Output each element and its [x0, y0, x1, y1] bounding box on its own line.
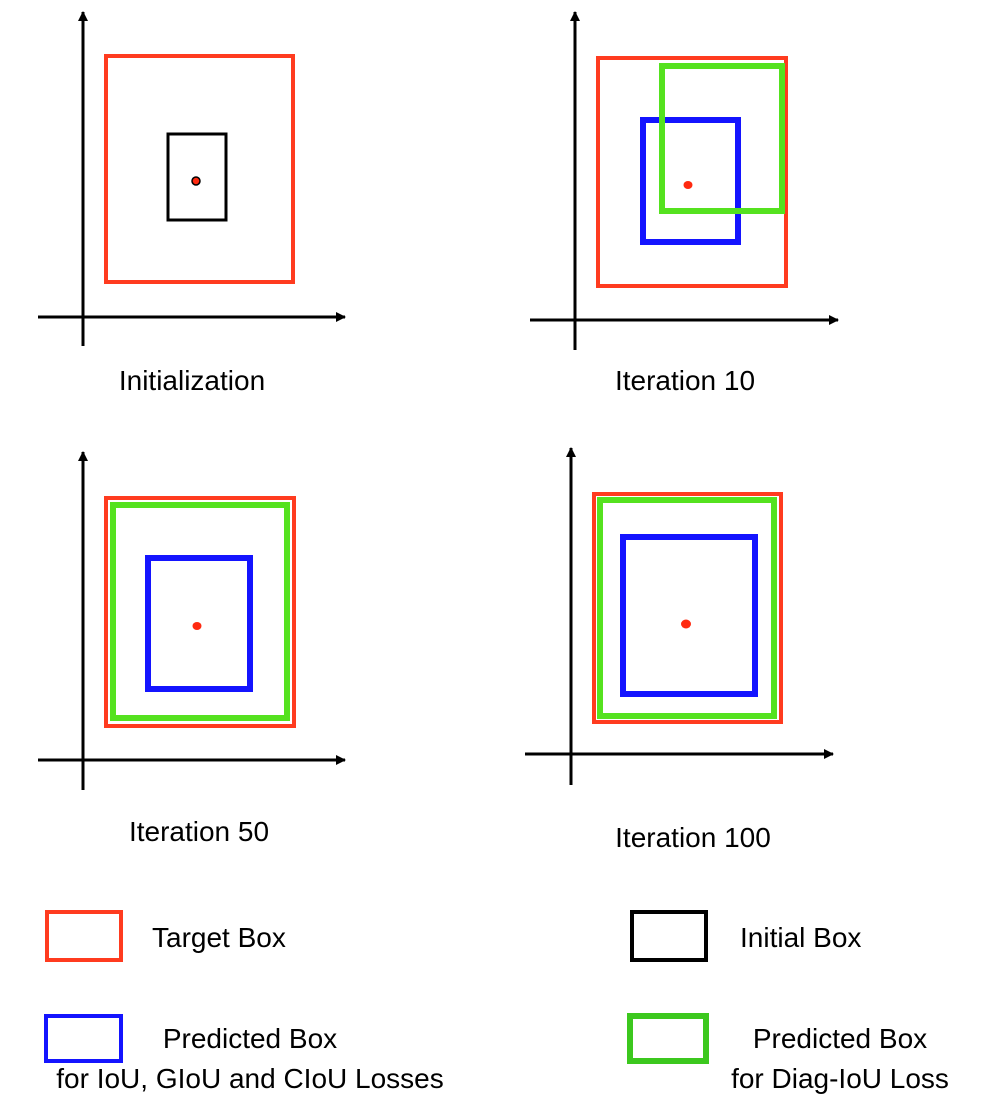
- legend-item-target-box: Target Box: [45, 910, 286, 962]
- target-box: [104, 496, 296, 728]
- legend-label-target: Target Box: [152, 922, 286, 953]
- panel-iteration-10: Iteration 10: [530, 11, 839, 396]
- panel-caption: Initialization: [119, 365, 265, 396]
- predicted-box-diag-iou: [110, 502, 290, 721]
- panel-initialization: Initialization: [38, 11, 346, 396]
- predicted-box-diag-iou: [597, 497, 777, 719]
- legend-swatch-target: [45, 910, 123, 962]
- center-dot: [683, 181, 693, 189]
- legend: Target Box Initial Box Predicted Box for…: [44, 910, 949, 1094]
- panel-iteration-50: Iteration 50: [38, 451, 346, 847]
- legend-item-initial-box: Initial Box: [630, 910, 861, 962]
- target-box: [104, 54, 295, 284]
- legend-item-predicted-diag-iou: Predicted Box for Diag-IoU Loss: [627, 1013, 949, 1094]
- legend-swatch-predicted-iou: [44, 1014, 123, 1063]
- target-box: [596, 56, 788, 288]
- legend-label-predicted-diag-line1: Predicted Box: [753, 1023, 927, 1054]
- legend-item-predicted-iou: Predicted Box for IoU, GIoU and CIoU Los…: [44, 1014, 444, 1094]
- legend-swatch-initial: [630, 910, 708, 962]
- panel-caption: Iteration 10: [615, 365, 755, 396]
- center-dot: [191, 176, 201, 186]
- center-dot: [192, 622, 202, 630]
- panel-caption: Iteration 50: [129, 816, 269, 847]
- center-dot: [681, 619, 691, 629]
- legend-label-predicted-iou-line1: Predicted Box: [163, 1023, 337, 1054]
- target-box: [592, 492, 783, 724]
- predicted-box-diag-iou: [659, 63, 785, 214]
- legend-label-predicted-diag-line2: for Diag-IoU Loss: [731, 1063, 949, 1094]
- panel-iteration-100: Iteration 100: [525, 447, 834, 853]
- predicted-box-iou: [620, 534, 758, 697]
- legend-swatch-predicted-diag-iou: [627, 1013, 709, 1064]
- legend-label-initial: Initial Box: [740, 922, 861, 953]
- predicted-box-iou: [640, 117, 741, 245]
- panel-caption: Iteration 100: [615, 822, 771, 853]
- initial-box: [166, 132, 228, 222]
- predicted-box-iou: [145, 555, 253, 692]
- legend-label-predicted-iou-line2: for IoU, GIoU and CIoU Losses: [56, 1063, 444, 1094]
